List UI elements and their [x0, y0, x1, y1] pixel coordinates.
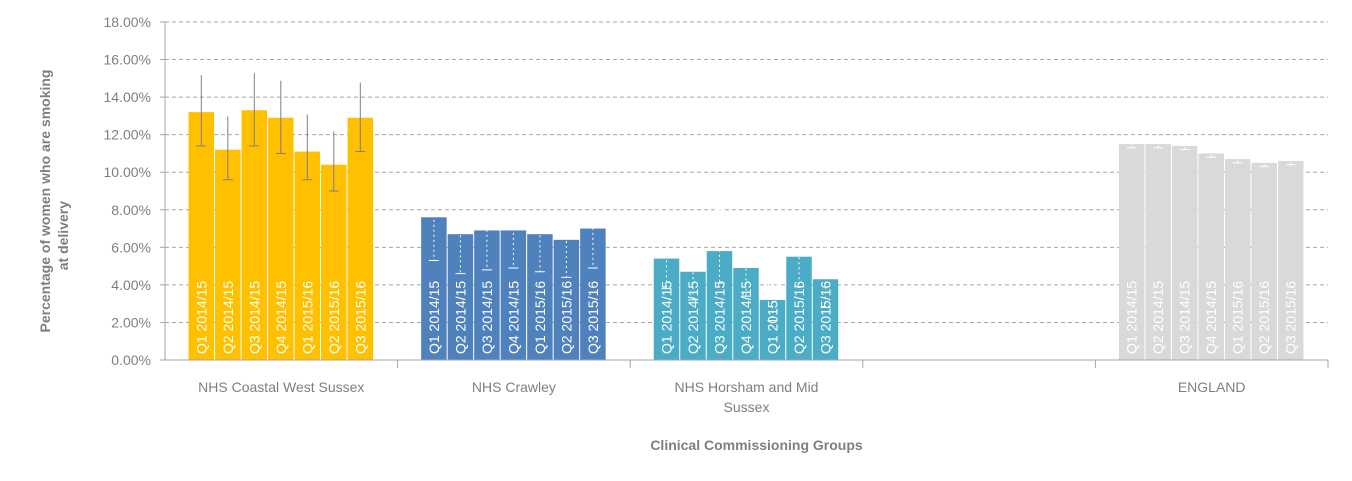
bar-data-label: Q4 2014/15: [1203, 281, 1219, 354]
bar: [294, 151, 321, 360]
x-category-label: NHS Crawley: [472, 379, 556, 395]
y-tick-label: 6.00%: [111, 239, 151, 255]
bar-data-label: Q3 2014/15: [479, 281, 495, 354]
bar: [553, 239, 580, 360]
bar: [1251, 162, 1277, 360]
x-category-label: NHS Coastal West Sussex: [198, 379, 364, 395]
bar: [321, 164, 347, 360]
bar: [474, 230, 500, 360]
x-category-label: Sussex: [724, 399, 770, 415]
bar-data-label: Q3 2015/16: [352, 281, 368, 354]
bar-data-label: Q1 2015/16: [299, 281, 315, 354]
y-axis-title-line-2: at delivery: [55, 201, 71, 270]
y-tick-label: 0.00%: [111, 352, 151, 368]
bar: [347, 117, 374, 361]
bar-data-label: Q3 2014/15: [246, 281, 262, 354]
bar-data-label: Q2 2015/16: [1256, 281, 1272, 354]
y-tick-label: 8.00%: [111, 202, 151, 218]
y-tick-label: 10.00%: [104, 164, 151, 180]
bar-data-label: Q1 2015/16: [1230, 281, 1246, 354]
bar: [1198, 153, 1224, 360]
bar: [706, 251, 733, 360]
x-category-label: NHS Horsham and Mid: [675, 379, 819, 395]
bar-data-label: Q1 2015/16: [765, 281, 781, 354]
bar-data-label: Q2 2014/15: [220, 281, 236, 354]
bar: [1277, 160, 1304, 360]
bar-data-label: Q3 2015/16: [585, 281, 601, 354]
bar-data-label: Q3 2015/16: [818, 281, 834, 354]
y-tick-label: 4.00%: [111, 277, 151, 293]
bar: [1145, 144, 1171, 360]
bar-data-label: Q2 2015/16: [791, 281, 807, 354]
bars: Q1 2014/15 Q2 2014/15 Q3 2014/15 Q4 2014/15…: [188, 72, 1304, 361]
bar: [241, 110, 268, 360]
bar-data-label: Q1 2015/16: [532, 281, 548, 354]
y-tick-label: 2.00%: [111, 314, 151, 330]
bar: [188, 112, 215, 360]
bar-data-label: Q2 2014/15: [1150, 281, 1166, 354]
bar: [500, 230, 527, 360]
x-axis-title: Clinical Commissioning Groups: [650, 437, 863, 453]
bar: [1118, 144, 1145, 360]
bar-data-label: Q1 2014/15: [426, 281, 442, 354]
bar: [268, 117, 294, 361]
bar-data-label: Q4 2014/15: [505, 281, 521, 354]
bar-data-label: Q2 2015/16: [326, 281, 342, 354]
bar-data-label: Q3 2014/15: [1177, 281, 1193, 354]
bar: [680, 271, 706, 360]
bar: [580, 228, 606, 360]
y-axis-title-line-1: Percentage of women who are smoking: [37, 70, 53, 333]
y-tick-label: 16.00%: [104, 52, 151, 68]
y-tick-label: 12.00%: [104, 127, 151, 143]
bar-data-label: Q4 2014/15: [738, 281, 754, 354]
bar: [527, 234, 553, 360]
bar-data-label: Q1 2014/15: [193, 281, 209, 354]
bar-data-label: Q1 2014/15: [659, 281, 675, 354]
bar-data-label: Q4 2014/15: [273, 281, 289, 354]
bar: [759, 299, 786, 360]
bar-data-label: Q3 2014/15: [712, 281, 728, 354]
bar: [733, 267, 759, 360]
bar: [1224, 159, 1251, 360]
bar-data-label: Q2 2014/15: [685, 281, 701, 354]
bar: [215, 149, 241, 360]
y-tick-label: 18.00%: [104, 14, 151, 30]
axes: 0.00% 2.00% 4.00% 6.00% 8.00% 10.00% 12.00% 14.…: [104, 14, 1329, 415]
bar: [1171, 145, 1198, 360]
bar-data-label: Q1 2014/15: [1124, 281, 1140, 354]
bar-data-label: Q3 2015/16: [1283, 281, 1299, 354]
bar-data-label: Q2 2015/16: [558, 281, 574, 354]
y-tick-label: 14.00%: [104, 89, 151, 105]
bar-data-label: Q2 2014/15: [452, 281, 468, 354]
bar: [447, 234, 474, 360]
x-category-label: ENGLAND: [1178, 379, 1246, 395]
